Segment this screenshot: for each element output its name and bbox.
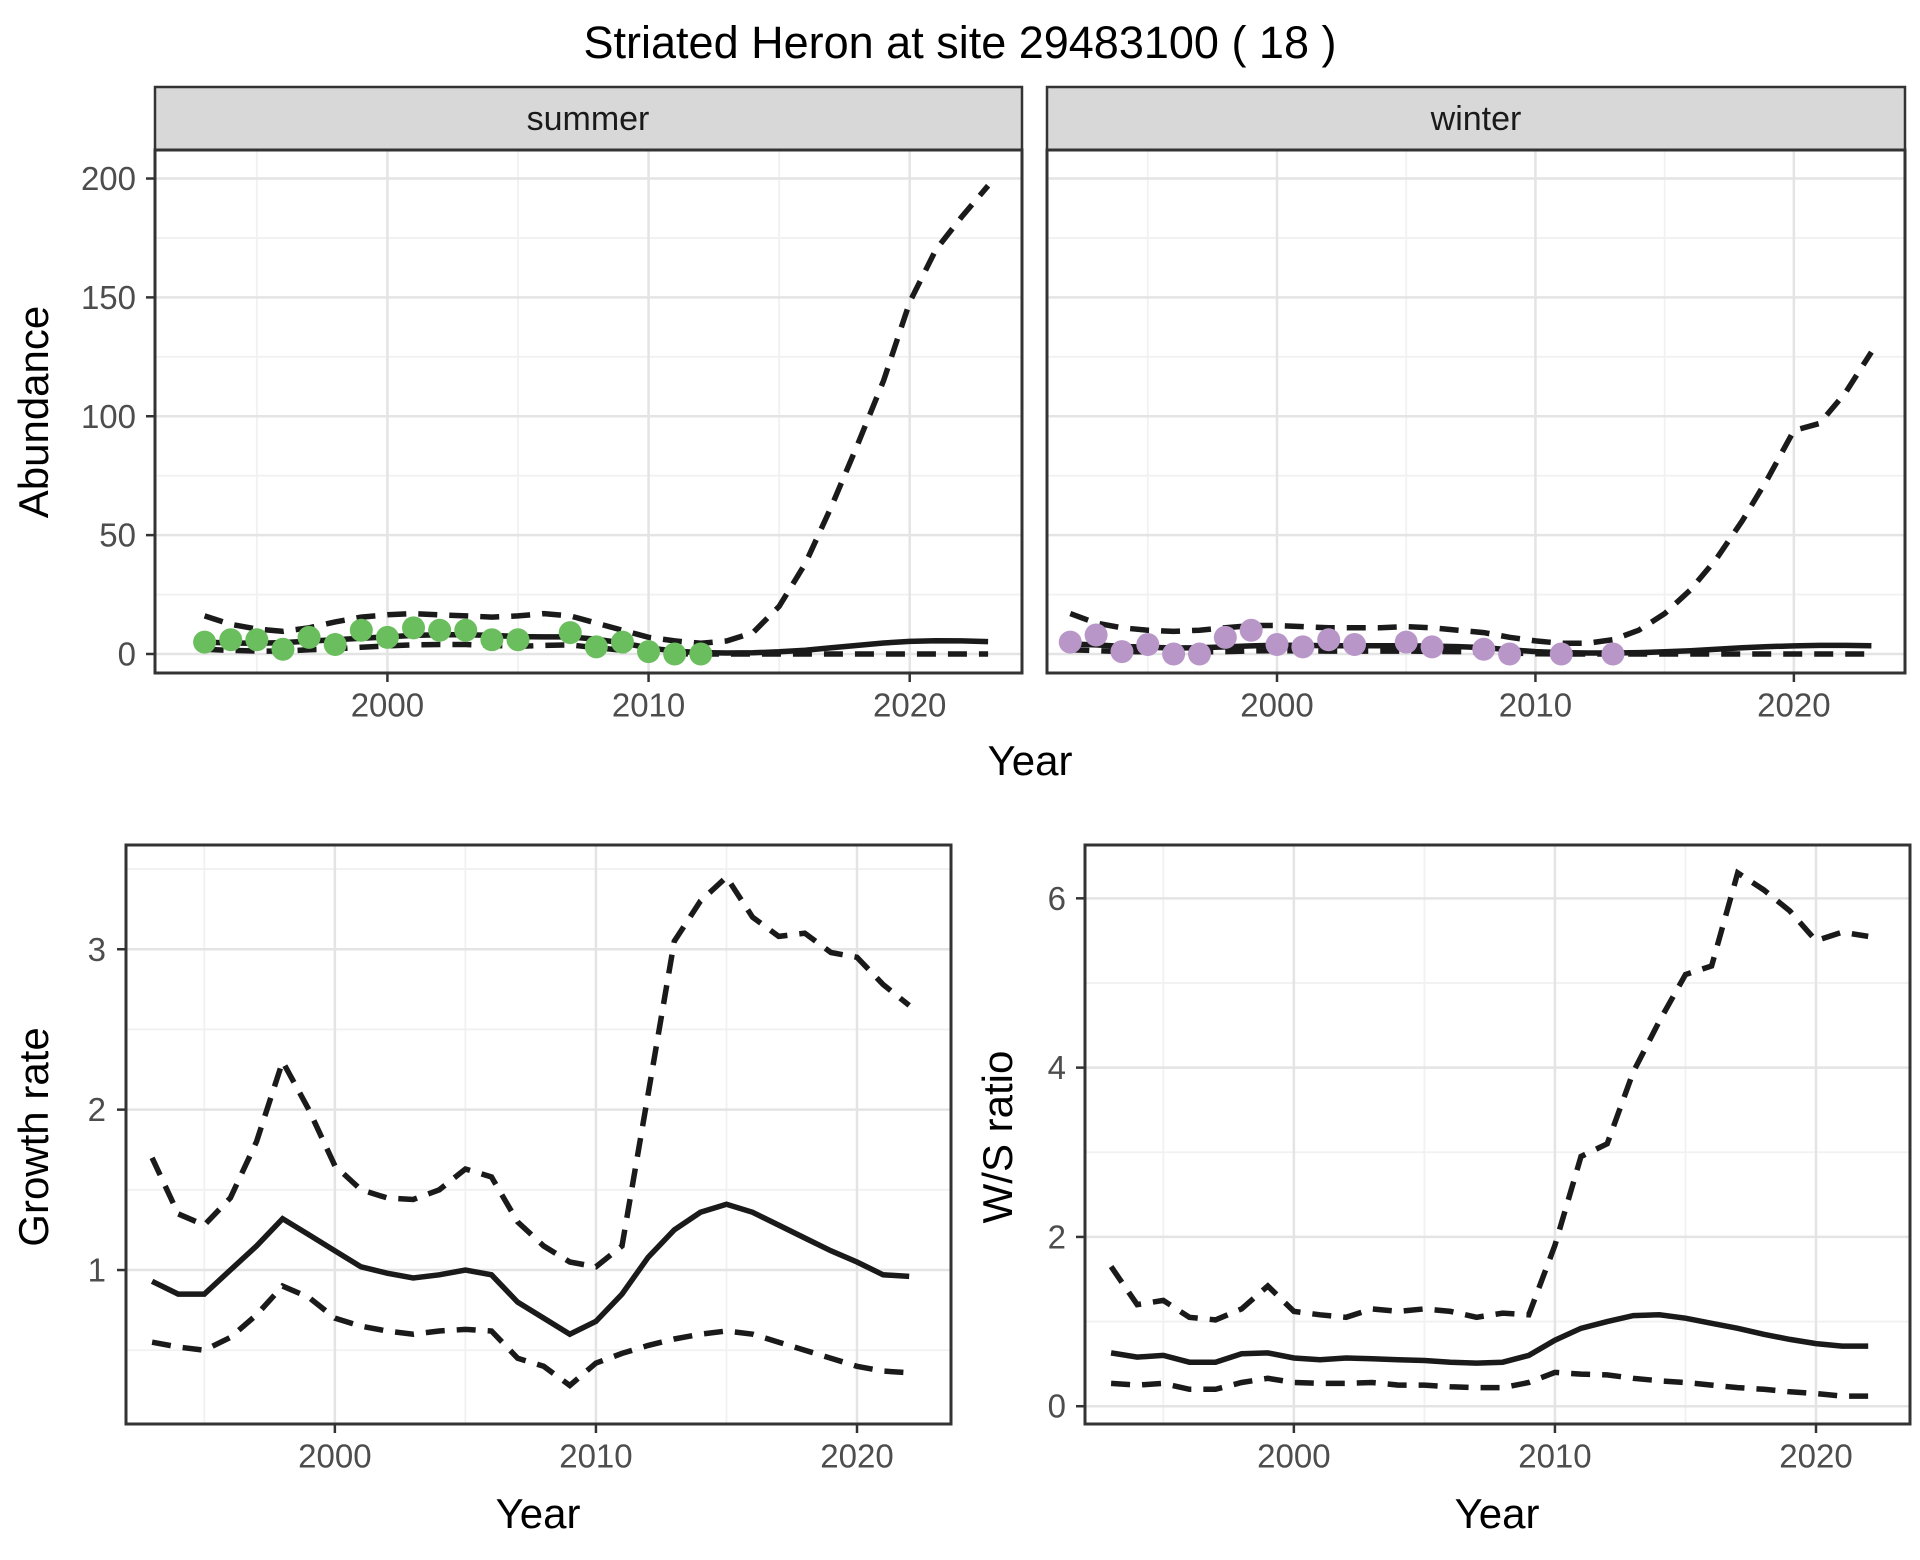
x-tick-label: 2010 xyxy=(559,1438,632,1475)
data-point xyxy=(1291,635,1315,659)
data-point xyxy=(1317,628,1341,652)
y-tick-label: 50 xyxy=(99,517,136,554)
data-point xyxy=(428,618,452,642)
data-point xyxy=(1084,623,1108,647)
data-point xyxy=(219,628,243,652)
data-point xyxy=(610,630,634,654)
data-point xyxy=(323,632,347,656)
ws-year-axis-title: Year xyxy=(1455,1490,1540,1537)
abundance-axis-title: Abundance xyxy=(10,306,57,519)
data-point xyxy=(506,628,530,652)
y-tick-label: 2 xyxy=(1048,1218,1066,1255)
growth-year-axis-title: Year xyxy=(496,1490,581,1537)
data-point xyxy=(271,637,295,661)
x-tick-label: 2000 xyxy=(1257,1438,1330,1475)
data-point xyxy=(245,628,269,652)
panel-border xyxy=(153,148,1024,675)
y-tick-label: 150 xyxy=(81,279,136,316)
y-tick-label: 3 xyxy=(88,931,106,968)
data-point xyxy=(637,640,661,664)
panel-border xyxy=(1083,843,1912,1426)
facet-strip-label-summer: summer xyxy=(527,100,650,138)
y-tick-label: 2 xyxy=(88,1091,106,1128)
y-tick-label: 0 xyxy=(1048,1388,1066,1425)
y-tick-label: 100 xyxy=(81,398,136,435)
ws-ratio-axis-title: W/S ratio xyxy=(974,1051,1021,1224)
facet-strip-label-winter: winter xyxy=(1430,100,1522,138)
data-point xyxy=(454,618,478,642)
lower-ci-line xyxy=(151,1282,910,1390)
panel-border xyxy=(124,843,953,1426)
data-point xyxy=(402,616,426,640)
data-point xyxy=(480,628,504,652)
panel-summer: 2000 2010 2020 0 50 100 150 200 xyxy=(81,85,1024,724)
data-point xyxy=(1110,640,1134,664)
data-point xyxy=(1549,642,1573,666)
fit-line xyxy=(150,1201,910,1338)
x-tick-label: 2000 xyxy=(298,1438,371,1475)
data-point xyxy=(1394,630,1418,654)
data-point xyxy=(1601,642,1625,666)
data-point xyxy=(1472,637,1496,661)
data-point xyxy=(1420,635,1444,659)
data-point xyxy=(1343,632,1367,656)
x-tick-label: 2010 xyxy=(1499,687,1572,724)
x-tick-label: 2020 xyxy=(820,1438,893,1475)
panel-w-s-ratio: 2000 2010 2020 0 2 4 6 xyxy=(1048,843,1912,1475)
x-tick-label: 2010 xyxy=(612,687,685,724)
y-tick-label: 1 xyxy=(88,1252,106,1289)
data-point xyxy=(349,618,373,642)
upper-ci-line xyxy=(1108,868,1869,1323)
y-tick-label: 200 xyxy=(81,160,136,197)
data-point xyxy=(1136,632,1160,656)
x-tick-label: 2010 xyxy=(1518,1438,1591,1475)
panel-winter: 2000 2010 2020 xyxy=(1045,85,1907,724)
data-point xyxy=(558,621,582,645)
panel-growth-rate: 2000 2010 2020 1 2 3 xyxy=(88,843,953,1475)
panel-background xyxy=(1085,845,1910,1424)
data-point xyxy=(663,642,687,666)
data-point xyxy=(1187,642,1211,666)
x-tick-label: 2000 xyxy=(1240,687,1313,724)
data-point xyxy=(375,625,399,649)
data-point xyxy=(1162,642,1186,666)
upper-ci-line xyxy=(149,872,911,1270)
y-tick-label: 6 xyxy=(1048,880,1066,917)
data-point xyxy=(1213,625,1237,649)
data-point xyxy=(1265,632,1289,656)
x-tick-label: 2020 xyxy=(1779,1438,1852,1475)
x-tick-label: 2000 xyxy=(351,687,424,724)
page-title: Striated Heron at site 29483100 ( 18 ) xyxy=(584,17,1337,68)
data-point xyxy=(689,642,713,666)
x-tick-label: 2020 xyxy=(1757,687,1830,724)
data-point xyxy=(584,635,608,659)
data-point xyxy=(297,625,321,649)
facet-strip xyxy=(153,85,1024,152)
x-tick-label: 2020 xyxy=(873,687,946,724)
fit-line xyxy=(1110,1312,1869,1366)
data-point xyxy=(193,630,217,654)
upper-ci-line xyxy=(1069,350,1874,647)
top-year-axis-title: Year xyxy=(988,737,1073,784)
data-point xyxy=(1239,618,1263,642)
growth-rate-axis-title: Growth rate xyxy=(10,1027,57,1246)
facet-strip xyxy=(1045,85,1907,152)
lower-ci-line xyxy=(1110,1369,1869,1399)
panel-background xyxy=(126,845,951,1424)
panel-border xyxy=(1045,148,1907,675)
data-point xyxy=(1058,630,1082,654)
y-tick-label: 4 xyxy=(1048,1049,1066,1086)
data-point xyxy=(1498,642,1522,666)
y-tick-label: 0 xyxy=(118,635,136,672)
upper-ci-line xyxy=(203,183,991,647)
